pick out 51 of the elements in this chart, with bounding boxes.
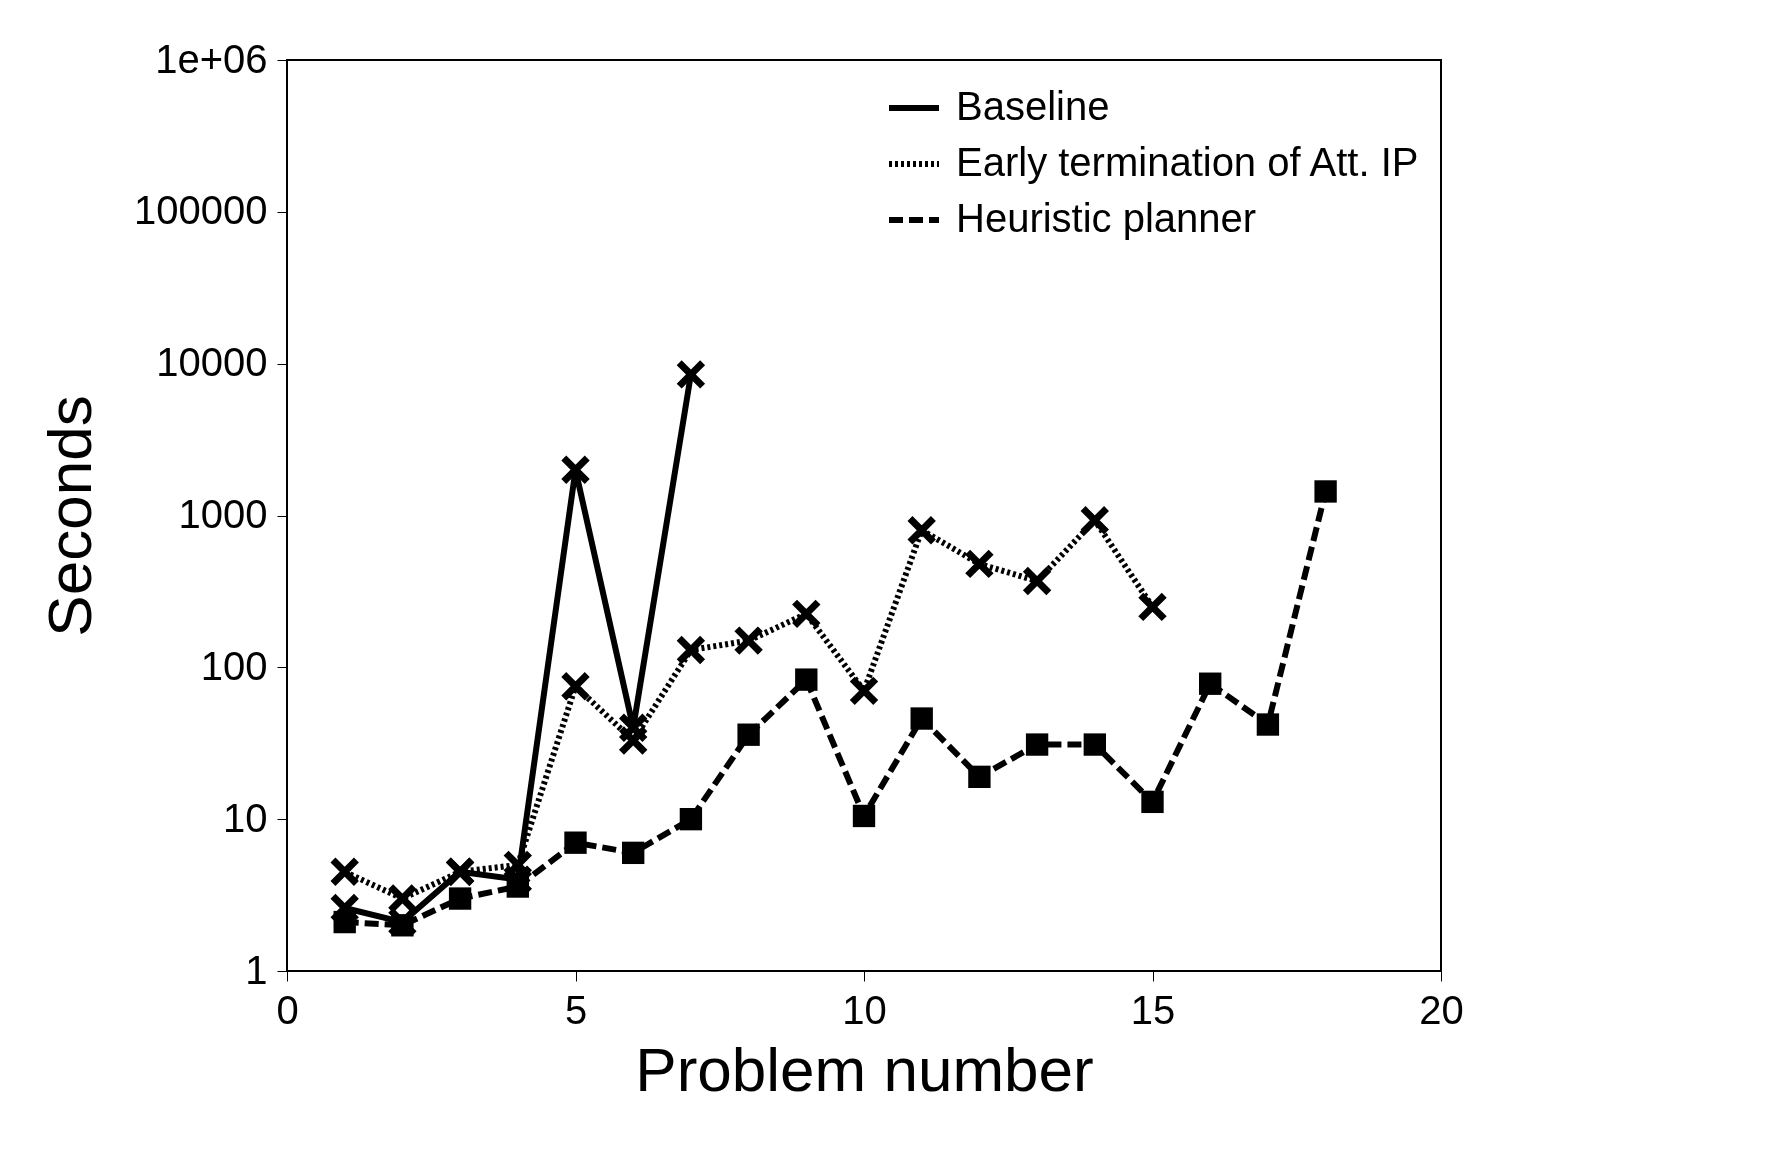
y-tick-label: 100 [200,643,268,688]
y-tick-label: 1000 [178,492,268,536]
point [1083,733,1106,756]
y-tick-label: 10000 [156,340,268,385]
legend-label: Baseline [956,84,1110,128]
point [1079,505,1111,536]
point [679,807,703,831]
point [617,725,649,756]
point [968,765,991,789]
y-tick-label: 100000 [134,188,268,233]
point [675,634,707,666]
point [391,914,414,937]
y-axis-title: Seconds [35,395,105,637]
x-tick-label: 10 [842,987,887,1032]
point [910,707,933,730]
legend-label: Early termination of Att. IP [956,140,1419,184]
point [1314,480,1337,503]
x-tick-label: 5 [564,987,588,1032]
point [791,598,822,630]
point [1025,733,1049,756]
point [448,887,472,910]
point [737,723,760,746]
x-tick-label: 20 [1419,987,1464,1032]
point [1256,713,1280,736]
point [848,675,880,707]
point [1141,790,1164,814]
y-tick-label: 1 [245,947,268,992]
point [964,548,995,580]
point [622,841,645,865]
y-tick-label: 1e+06 [155,36,268,81]
legend-label: Heuristic planner [956,196,1257,240]
point [560,671,591,702]
x-axis-title: Problem number [635,1034,1094,1104]
point [1021,565,1053,597]
point [564,831,587,854]
point [795,668,818,691]
point [333,910,356,934]
y-tick-label: 10 [223,795,268,840]
x-tick-label: 0 [276,987,299,1032]
point [506,875,529,898]
point [617,712,649,743]
point [1199,672,1222,695]
point [560,454,591,486]
point [906,514,937,546]
point [329,856,360,888]
point [387,883,418,914]
point [852,804,876,828]
point [675,359,707,390]
point [733,625,764,656]
x-tick-label: 15 [1130,987,1176,1032]
point [1137,591,1168,623]
